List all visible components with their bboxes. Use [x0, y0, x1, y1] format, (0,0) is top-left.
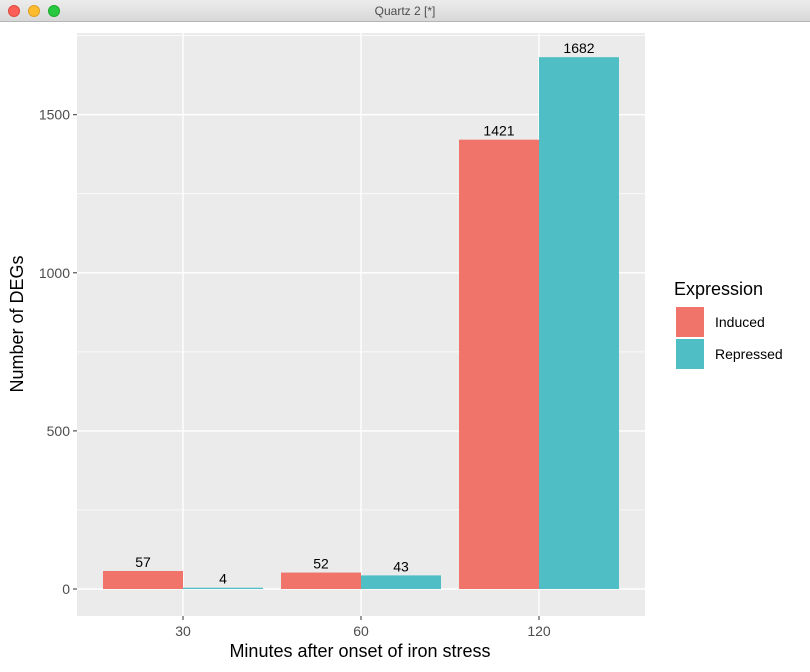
y-axis: 0 500 1000 1500 — [39, 107, 77, 597]
y-tick-label: 500 — [47, 423, 71, 439]
window-title: Quartz 2 [*] — [374, 4, 436, 18]
x-tick-label: 60 — [353, 623, 369, 639]
bar-label-repressed-120: 1682 — [563, 40, 594, 56]
y-tick-label: 1500 — [39, 107, 70, 123]
x-tick-label: 120 — [527, 623, 551, 639]
bar-repressed-60 — [361, 575, 441, 589]
legend-label-induced: Induced — [715, 314, 765, 330]
x-axis-title: Minutes after onset of iron stress — [229, 641, 490, 661]
legend-label-repressed: Repressed — [715, 346, 783, 362]
bar-induced-30 — [103, 570, 183, 589]
bar-label-repressed-30: 4 — [219, 571, 227, 587]
close-button[interactable] — [8, 5, 20, 17]
bar-induced-120 — [459, 139, 539, 589]
bar-labels-group: 57 52 1421 4 43 1682 — [135, 40, 595, 587]
minimize-button[interactable] — [28, 5, 40, 17]
bars-group — [103, 57, 619, 589]
bar-repressed-30 — [183, 587, 263, 589]
y-axis-title: Number of DEGs — [7, 255, 27, 392]
legend-key-repressed — [676, 339, 704, 369]
bar-label-induced-60: 52 — [313, 556, 329, 572]
x-tick-label: 30 — [175, 623, 191, 639]
bar-repressed-120 — [539, 57, 619, 589]
x-axis: 30 60 120 — [175, 616, 551, 639]
title-bar[interactable]: Quartz 2 [*] — [0, 0, 810, 22]
bar-chart: 57 52 1421 4 43 1682 0 500 1000 1500 30 60 120 Min… — [7, 33, 783, 661]
zoom-button[interactable] — [48, 5, 60, 17]
bar-label-induced-120: 1421 — [483, 123, 514, 139]
legend: Expression Induced Repressed — [674, 279, 783, 369]
bar-label-repressed-60: 43 — [393, 558, 409, 574]
legend-title: Expression — [674, 279, 763, 299]
legend-key-induced — [676, 307, 704, 337]
y-tick-label: 0 — [62, 581, 70, 597]
bar-induced-60 — [281, 572, 361, 589]
y-tick-label: 1000 — [39, 265, 70, 281]
bar-label-induced-30: 57 — [135, 554, 151, 570]
